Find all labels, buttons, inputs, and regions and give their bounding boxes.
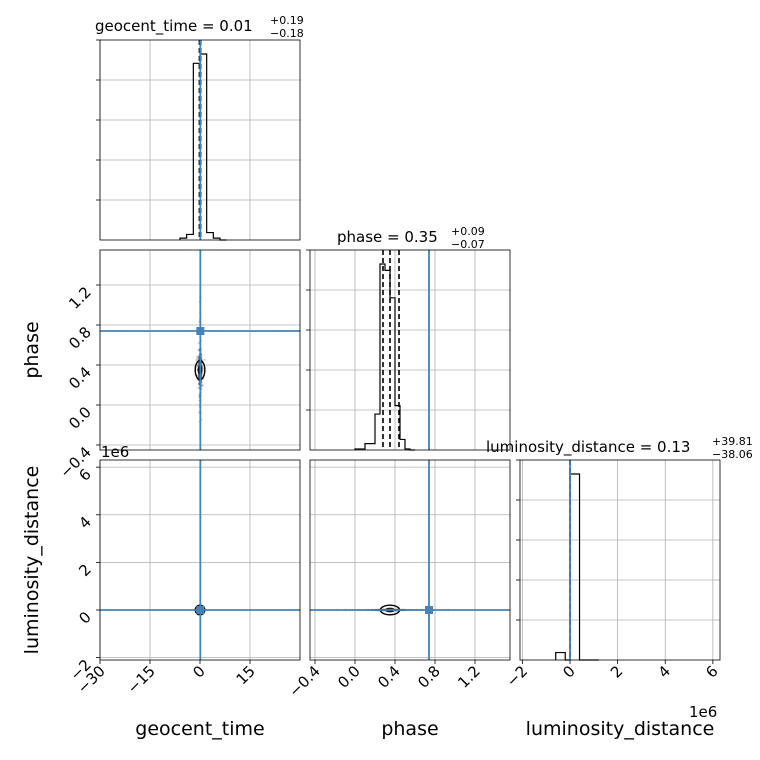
- panel-frame-1-1: [309, 249, 511, 451]
- x-tick-label-phase: 0.0: [334, 662, 364, 692]
- y-tick-label-phase: 1.2: [65, 283, 95, 313]
- x-tick-label-luminosity_distance: −2: [503, 662, 531, 690]
- sample-point: [197, 374, 200, 377]
- y-axis-label-phase: phase: [21, 321, 43, 378]
- x-tick-label-phase: 0.8: [414, 662, 444, 692]
- sample-point: [197, 386, 200, 389]
- x-axis-label-geocent-time: geocent_time: [135, 718, 264, 740]
- x-tick-label-geocent_time: 0: [189, 662, 208, 681]
- x-tick-label-luminosity_distance: 0: [559, 662, 578, 681]
- y-tick-label-luminosity_distance: 2: [75, 560, 94, 579]
- title-luminosity-distance-sub: −38.06: [712, 448, 753, 461]
- title-geocent-time-sup: +0.19: [270, 14, 304, 27]
- x-tick-label-phase: 1.2: [454, 662, 484, 692]
- sample-point: [197, 363, 200, 366]
- truth-marker: [196, 327, 205, 335]
- panel-frame-2-1: [309, 459, 511, 661]
- title-phase-sup: +0.09: [451, 225, 485, 238]
- x-tick-label-luminosity_distance: 6: [702, 662, 721, 681]
- x-tick-label-geocent_time: 15: [233, 662, 259, 688]
- sample-point: [195, 358, 198, 362]
- x-tick-label-phase: 0.4: [374, 662, 404, 692]
- x-offset-text-luminosity-distance: 1e6: [689, 703, 717, 721]
- title-luminosity-distance: luminosity_distance = 0.13: [486, 438, 690, 457]
- panel-frame-0-0: [99, 39, 301, 241]
- histogram-phase: [354, 263, 415, 451]
- y-tick-label-phase: 0.4: [65, 363, 95, 393]
- y-tick-label-luminosity_distance: 0: [75, 608, 94, 627]
- y-axis-label-luminosity-distance: luminosity_distance: [21, 466, 43, 655]
- y-tick-label-phase: 0.8: [65, 323, 95, 353]
- sample-point: [196, 357, 199, 360]
- x-tick-label-phase: −0.4: [285, 662, 323, 700]
- truth-marker: [425, 606, 433, 614]
- sample-point: [197, 361, 200, 364]
- scatter-geocent_time-luminosity_distance: [100, 460, 300, 660]
- sample-point: [196, 355, 199, 358]
- title-luminosity-distance-sup: +39.81: [712, 435, 753, 448]
- x-tick-label-luminosity_distance: 4: [655, 662, 674, 681]
- sample-point: [203, 358, 206, 361]
- x-tick-label-luminosity_distance: 2: [607, 662, 626, 681]
- panel-frame-1-0: [99, 249, 301, 451]
- scatter-phase-luminosity_distance: [310, 460, 510, 660]
- panel-frame-2-2: [519, 459, 721, 661]
- truth-marker: [196, 606, 205, 614]
- title-phase: phase = 0.35: [337, 228, 438, 246]
- x-axis-label-phase: phase: [381, 718, 438, 740]
- scatter-geocent_time-phase: [100, 250, 300, 450]
- histogram-luminosity_distance: [555, 473, 599, 661]
- histogram-geocent_time: [179, 53, 227, 241]
- title-geocent-time-sub: −0.18: [270, 27, 304, 40]
- sample-point: [196, 364, 199, 367]
- title-geocent-time: geocent_time = 0.01: [95, 17, 253, 36]
- y-tick-label-luminosity_distance: 6: [75, 465, 94, 484]
- y-tick-label-phase: 0.0: [65, 403, 95, 433]
- sample-point: [201, 384, 204, 388]
- sample-point: [197, 349, 200, 352]
- x-tick-label-geocent_time: −15: [124, 662, 159, 697]
- sample-point: [201, 384, 204, 387]
- sample-point: [197, 411, 200, 414]
- y-offset-text-luminosity-distance: 1e6: [101, 443, 129, 461]
- y-tick-label-luminosity_distance: 4: [75, 513, 94, 532]
- sample-point: [196, 364, 200, 367]
- x-axis-label-luminosity-distance: luminosity_distance: [526, 718, 715, 740]
- title-phase-sub: −0.07: [451, 238, 485, 251]
- sample-point: [201, 367, 205, 370]
